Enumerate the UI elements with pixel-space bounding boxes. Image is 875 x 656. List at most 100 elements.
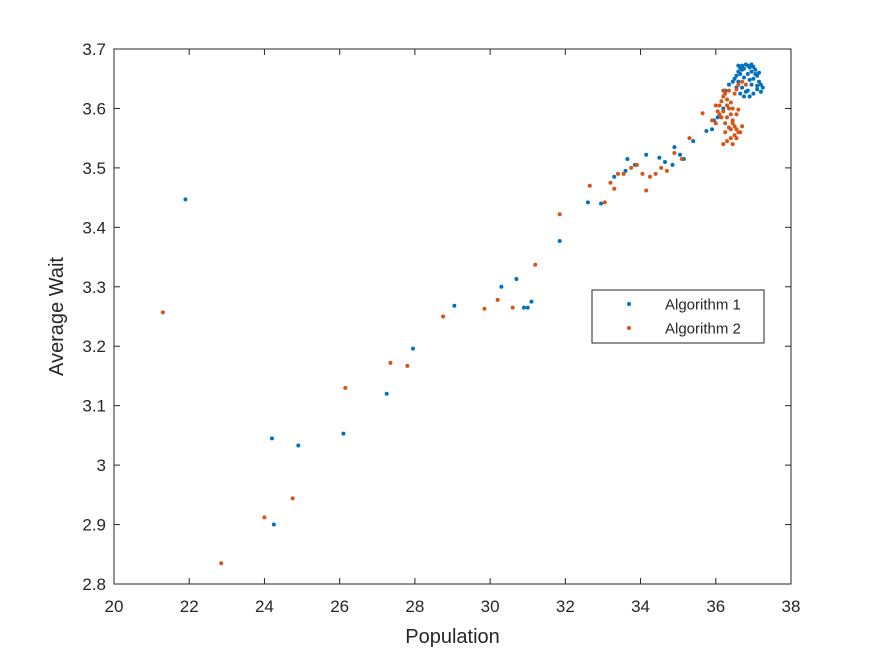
data-point-series-1 xyxy=(738,91,743,96)
y-tick-label: 3.5 xyxy=(82,159,106,178)
data-point-series-1 xyxy=(732,76,737,81)
data-point-series-2 xyxy=(734,87,739,92)
y-tick-label: 2.9 xyxy=(82,516,106,535)
data-point-series-2 xyxy=(732,133,737,138)
data-point-series-1 xyxy=(672,145,677,150)
data-point-series-2 xyxy=(725,115,730,120)
data-point-series-2 xyxy=(405,363,410,368)
data-point-series-1 xyxy=(271,522,276,527)
data-point-series-2 xyxy=(723,91,728,96)
data-point-series-2 xyxy=(612,186,617,191)
data-point-series-1 xyxy=(644,152,649,157)
data-point-series-1 xyxy=(758,82,763,87)
data-point-series-1 xyxy=(525,305,530,310)
data-point-series-1 xyxy=(751,76,756,81)
data-point-series-2 xyxy=(725,139,730,144)
data-point-series-1 xyxy=(599,201,604,206)
data-point-series-1 xyxy=(269,436,274,441)
legend-box xyxy=(591,289,765,344)
data-point-series-1 xyxy=(740,85,745,90)
data-point-series-2 xyxy=(557,212,562,217)
data-point-series-2 xyxy=(533,262,538,267)
data-point-series-1 xyxy=(612,174,617,179)
data-point-series-2 xyxy=(717,112,722,117)
data-point-series-2 xyxy=(740,79,745,84)
data-point-series-1 xyxy=(585,200,590,205)
data-point-series-2 xyxy=(634,162,639,167)
legend-marker-algorithm-1 xyxy=(627,302,631,306)
data-point-series-1 xyxy=(740,63,745,68)
data-point-series-2 xyxy=(736,82,741,87)
x-tick-label: 22 xyxy=(180,597,199,616)
data-point-series-1 xyxy=(751,64,756,69)
data-point-series-2 xyxy=(734,112,739,117)
data-point-series-1 xyxy=(296,443,301,448)
data-point-series-2 xyxy=(290,496,295,501)
legend-label-algorithm-1: Algorithm 1 xyxy=(665,297,741,314)
data-point-series-2 xyxy=(615,171,620,176)
data-point-series-1 xyxy=(514,277,519,282)
data-point-series-2 xyxy=(728,100,733,105)
data-point-series-2 xyxy=(725,103,730,108)
y-tick-label: 3.6 xyxy=(82,99,106,118)
data-points xyxy=(160,62,765,566)
data-point-series-1 xyxy=(625,156,630,161)
data-point-series-2 xyxy=(721,142,726,147)
data-point-series-2 xyxy=(510,305,515,310)
data-point-series-1 xyxy=(557,239,562,244)
data-point-series-1 xyxy=(745,71,750,76)
data-point-series-2 xyxy=(672,151,677,156)
data-point-series-1 xyxy=(749,69,754,74)
data-point-series-1 xyxy=(384,391,389,396)
data-point-series-1 xyxy=(745,88,750,93)
data-point-series-2 xyxy=(726,106,731,111)
data-point-series-2 xyxy=(723,121,728,126)
data-point-series-1 xyxy=(341,431,346,436)
data-point-series-1 xyxy=(753,71,758,76)
data-point-series-2 xyxy=(644,188,649,193)
data-point-series-2 xyxy=(647,174,652,179)
x-tick-label: 32 xyxy=(556,597,575,616)
data-point-series-1 xyxy=(721,106,726,111)
data-point-series-2 xyxy=(700,111,705,116)
plot-frame xyxy=(113,48,792,585)
data-point-series-2 xyxy=(736,107,741,112)
data-point-series-2 xyxy=(608,180,613,185)
data-point-series-2 xyxy=(664,168,669,173)
legend: Algorithm 1 Algorithm 2 xyxy=(591,289,765,344)
data-point-series-1 xyxy=(751,91,756,96)
data-point-series-2 xyxy=(219,561,224,566)
data-point-series-2 xyxy=(734,127,739,132)
x-tick-label: 34 xyxy=(631,597,650,616)
data-point-series-2 xyxy=(730,142,735,147)
data-point-series-2 xyxy=(728,112,733,117)
y-tick-label: 3.7 xyxy=(82,40,106,59)
series-2 xyxy=(160,79,748,566)
y-tick-label: 3.1 xyxy=(82,397,106,416)
data-point-series-2 xyxy=(659,165,664,170)
data-point-series-2 xyxy=(734,136,739,141)
data-point-series-2 xyxy=(732,91,737,96)
x-tick-label: 20 xyxy=(105,597,124,616)
data-point-series-1 xyxy=(710,127,715,132)
legend-label-algorithm-2: Algorithm 2 xyxy=(665,321,741,338)
data-point-series-2 xyxy=(726,88,731,93)
data-point-series-2 xyxy=(602,200,607,205)
y-tick-label: 2.8 xyxy=(82,575,106,594)
data-point-series-2 xyxy=(653,171,658,176)
tick-labels: 20 22 24 26 28 30 32 34 36 38 2.8 2.9 3 3.1 3.2 3.3 3.4 3… xyxy=(82,40,800,616)
data-point-series-1 xyxy=(663,159,668,164)
data-point-series-2 xyxy=(495,297,500,302)
x-tick-label: 28 xyxy=(405,597,424,616)
x-tick-label: 38 xyxy=(782,597,801,616)
data-point-series-2 xyxy=(441,314,446,319)
data-point-series-2 xyxy=(629,165,634,170)
data-point-series-2 xyxy=(713,103,718,108)
data-point-series-1 xyxy=(678,152,683,157)
data-point-series-2 xyxy=(743,82,748,87)
data-point-series-2 xyxy=(738,130,743,135)
data-point-series-1 xyxy=(704,129,709,134)
data-point-series-1 xyxy=(753,67,758,72)
data-point-series-1 xyxy=(411,346,416,351)
